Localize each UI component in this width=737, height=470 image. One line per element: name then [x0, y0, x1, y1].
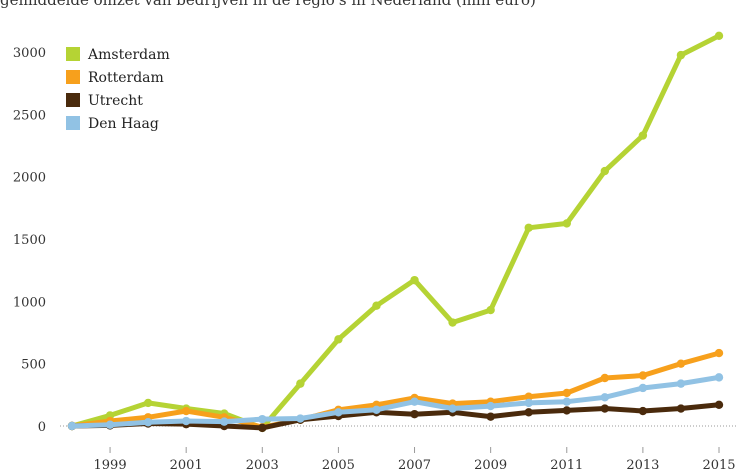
- data-point-utrecht-2003: [258, 423, 267, 433]
- data-point-den-haag-2003: [258, 414, 267, 424]
- data-point-utrecht-2011: [562, 406, 571, 415]
- x-tick-label-2007: 2007: [398, 458, 431, 470]
- data-point-amsterdam-2013: [638, 131, 648, 140]
- y-tick-label-2000: 2000: [13, 171, 46, 186]
- data-point-amsterdam-2004: [296, 379, 305, 388]
- data-point-den-haag-2005: [334, 408, 343, 417]
- data-point-utrecht-2007: [410, 409, 419, 419]
- x-tick-label-1999: 1999: [94, 458, 127, 470]
- legend-label-den-haag: Den Haag: [88, 116, 159, 132]
- legend-swatch-amsterdam: [66, 47, 80, 61]
- data-point-den-haag-2013: [638, 383, 648, 393]
- data-point-rotterdam-2011: [562, 388, 571, 398]
- data-point-amsterdam-2008: [448, 318, 457, 327]
- data-point-den-haag-2011: [562, 397, 571, 406]
- data-point-amsterdam-2000: [143, 398, 153, 408]
- data-point-rotterdam-2014: [676, 359, 686, 368]
- data-point-amsterdam-2006: [372, 301, 381, 310]
- data-point-rotterdam-2012: [600, 373, 610, 383]
- data-point-den-haag-2002: [220, 417, 229, 426]
- data-point-den-haag-2000: [143, 418, 153, 427]
- data-point-den-haag-2012: [600, 393, 610, 402]
- chart-title-fragment: gemiddelde omzet van bedrijven in de reg…: [0, 0, 536, 9]
- series-line-rotterdam: [69, 350, 722, 430]
- x-tick-label-2009: 2009: [474, 458, 507, 470]
- y-tick-label-1500: 1500: [13, 233, 46, 248]
- legend-label-amsterdam: Amsterdam: [87, 47, 170, 63]
- x-tick-label-2001: 2001: [170, 458, 203, 470]
- series-line-amsterdam: [69, 33, 722, 431]
- data-point-utrecht-2012: [600, 404, 610, 413]
- x-tick-label-2013: 2013: [626, 458, 659, 470]
- data-point-amsterdam-2012: [600, 166, 610, 176]
- data-point-den-haag-2014: [676, 379, 686, 388]
- data-point-den-haag-2001: [181, 416, 191, 426]
- x-tick-label-2015: 2015: [702, 458, 735, 470]
- data-point-rotterdam-2001: [181, 406, 191, 416]
- data-point-utrecht-2015: [714, 400, 724, 410]
- data-point-amsterdam-2014: [676, 50, 686, 60]
- data-point-amsterdam-2011: [562, 219, 571, 228]
- legend-label-utrecht: Utrecht: [88, 93, 143, 109]
- data-point-amsterdam-2007: [410, 275, 419, 285]
- legend-swatch-utrecht: [66, 93, 80, 107]
- legend-label-rotterdam: Rotterdam: [88, 70, 164, 86]
- data-point-amsterdam-2015: [714, 31, 724, 40]
- data-point-utrecht-2010: [524, 408, 533, 417]
- series-line-utrecht: [69, 402, 722, 431]
- data-point-den-haag-2004: [296, 414, 305, 423]
- y-tick-label-3000: 3000: [13, 46, 46, 61]
- data-point-den-haag-2008: [448, 404, 457, 413]
- data-point-amsterdam-2010: [524, 223, 533, 232]
- x-tick-label-2003: 2003: [246, 458, 279, 470]
- data-point-den-haag-1999: [105, 420, 115, 429]
- data-point-utrecht-2014: [676, 404, 686, 413]
- data-point-amsterdam-2005: [334, 335, 343, 344]
- data-point-den-haag-2015: [714, 373, 724, 382]
- series-line-den-haag: [69, 374, 722, 429]
- data-point-den-haag-2006: [372, 405, 381, 414]
- y-tick-label-2500: 2500: [13, 108, 46, 123]
- data-point-den-haag-2009: [486, 401, 495, 411]
- legend-swatch-den-haag: [66, 116, 80, 130]
- legend-swatch-rotterdam: [66, 70, 80, 84]
- y-tick-label-0: 0: [38, 420, 46, 435]
- data-point-den-haag-2010: [524, 398, 533, 408]
- data-point-den-haag-2007: [410, 397, 419, 406]
- x-tick-label-2011: 2011: [550, 458, 583, 470]
- y-tick-label-1000: 1000: [13, 295, 46, 310]
- data-point-rotterdam-2010: [524, 392, 533, 401]
- data-point-rotterdam-2015: [714, 348, 724, 358]
- data-point-utrecht-2013: [638, 406, 648, 416]
- data-point-amsterdam-2009: [486, 305, 495, 315]
- data-point-utrecht-2009: [486, 412, 495, 421]
- y-tick-label-500: 500: [21, 358, 46, 373]
- x-tick-label-2005: 2005: [322, 458, 355, 470]
- data-point-rotterdam-2013: [638, 371, 648, 380]
- data-point-den-haag-1998: [67, 421, 77, 431]
